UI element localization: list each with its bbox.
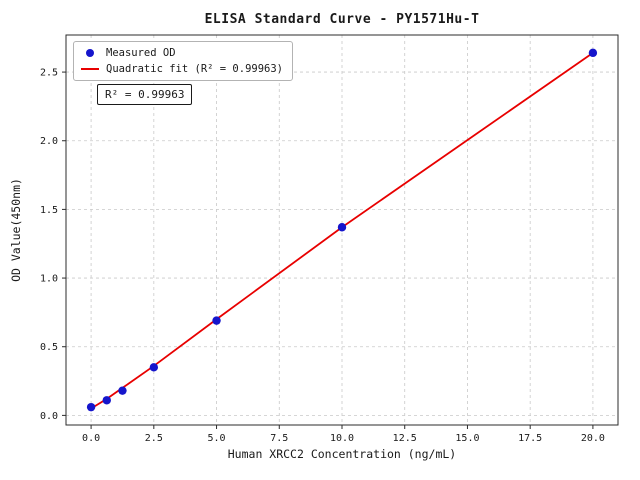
x-tick-label: 10.0 (330, 433, 354, 444)
legend: Measured OD Quadratic fit (R² = 0.99963) (73, 41, 294, 81)
x-tick-label: 2.5 (145, 433, 163, 444)
y-tick-label: 0.5 (40, 342, 58, 353)
measured-od-point (337, 223, 347, 232)
legend-entry-quadratic-fit: Quadratic fit (R² = 0.99963) (81, 63, 283, 75)
measured-od-point (588, 48, 598, 58)
x-tick-label: 0.0 (82, 433, 100, 444)
y-tick-label: 1.0 (40, 274, 58, 285)
measured-od-point (86, 402, 96, 412)
x-tick-label: 17.5 (518, 433, 542, 444)
measured-od-point (102, 396, 111, 405)
y-axis-label: OD Value(450nm) (9, 178, 23, 282)
y-tick-label: 2.5 (40, 68, 58, 79)
r-squared-annotation: R² = 0.99963 (97, 84, 193, 105)
legend-label-quadratic-fit: Quadratic fit (R² = 0.99963) (106, 63, 284, 75)
x-tick-label: 20.0 (581, 433, 605, 444)
y-tick-label: 0.0 (40, 411, 58, 422)
legend-label-measured-od: Measured OD (106, 47, 176, 59)
fit-line-marker-icon (81, 68, 99, 70)
measured-od-point (118, 386, 127, 395)
legend-entry-measured-od: Measured OD (81, 47, 283, 59)
x-axis-label: Human XRCC2 Concentration (ng/mL) (227, 447, 457, 461)
chart-title: ELISA Standard Curve - PY1571Hu-T (204, 12, 480, 27)
x-tick-label: 15.0 (455, 433, 479, 444)
x-tick-label: 7.5 (270, 433, 288, 444)
measured-od-point (149, 363, 159, 372)
y-tick-label: 1.5 (40, 205, 58, 216)
axes-box (65, 34, 619, 426)
x-tick-label: 12.5 (393, 433, 417, 444)
measured-od-marker-icon (86, 49, 94, 57)
measured-od-point (212, 316, 221, 325)
x-tick-label: 5.0 (208, 433, 226, 444)
y-tick-label: 2.0 (40, 136, 58, 147)
